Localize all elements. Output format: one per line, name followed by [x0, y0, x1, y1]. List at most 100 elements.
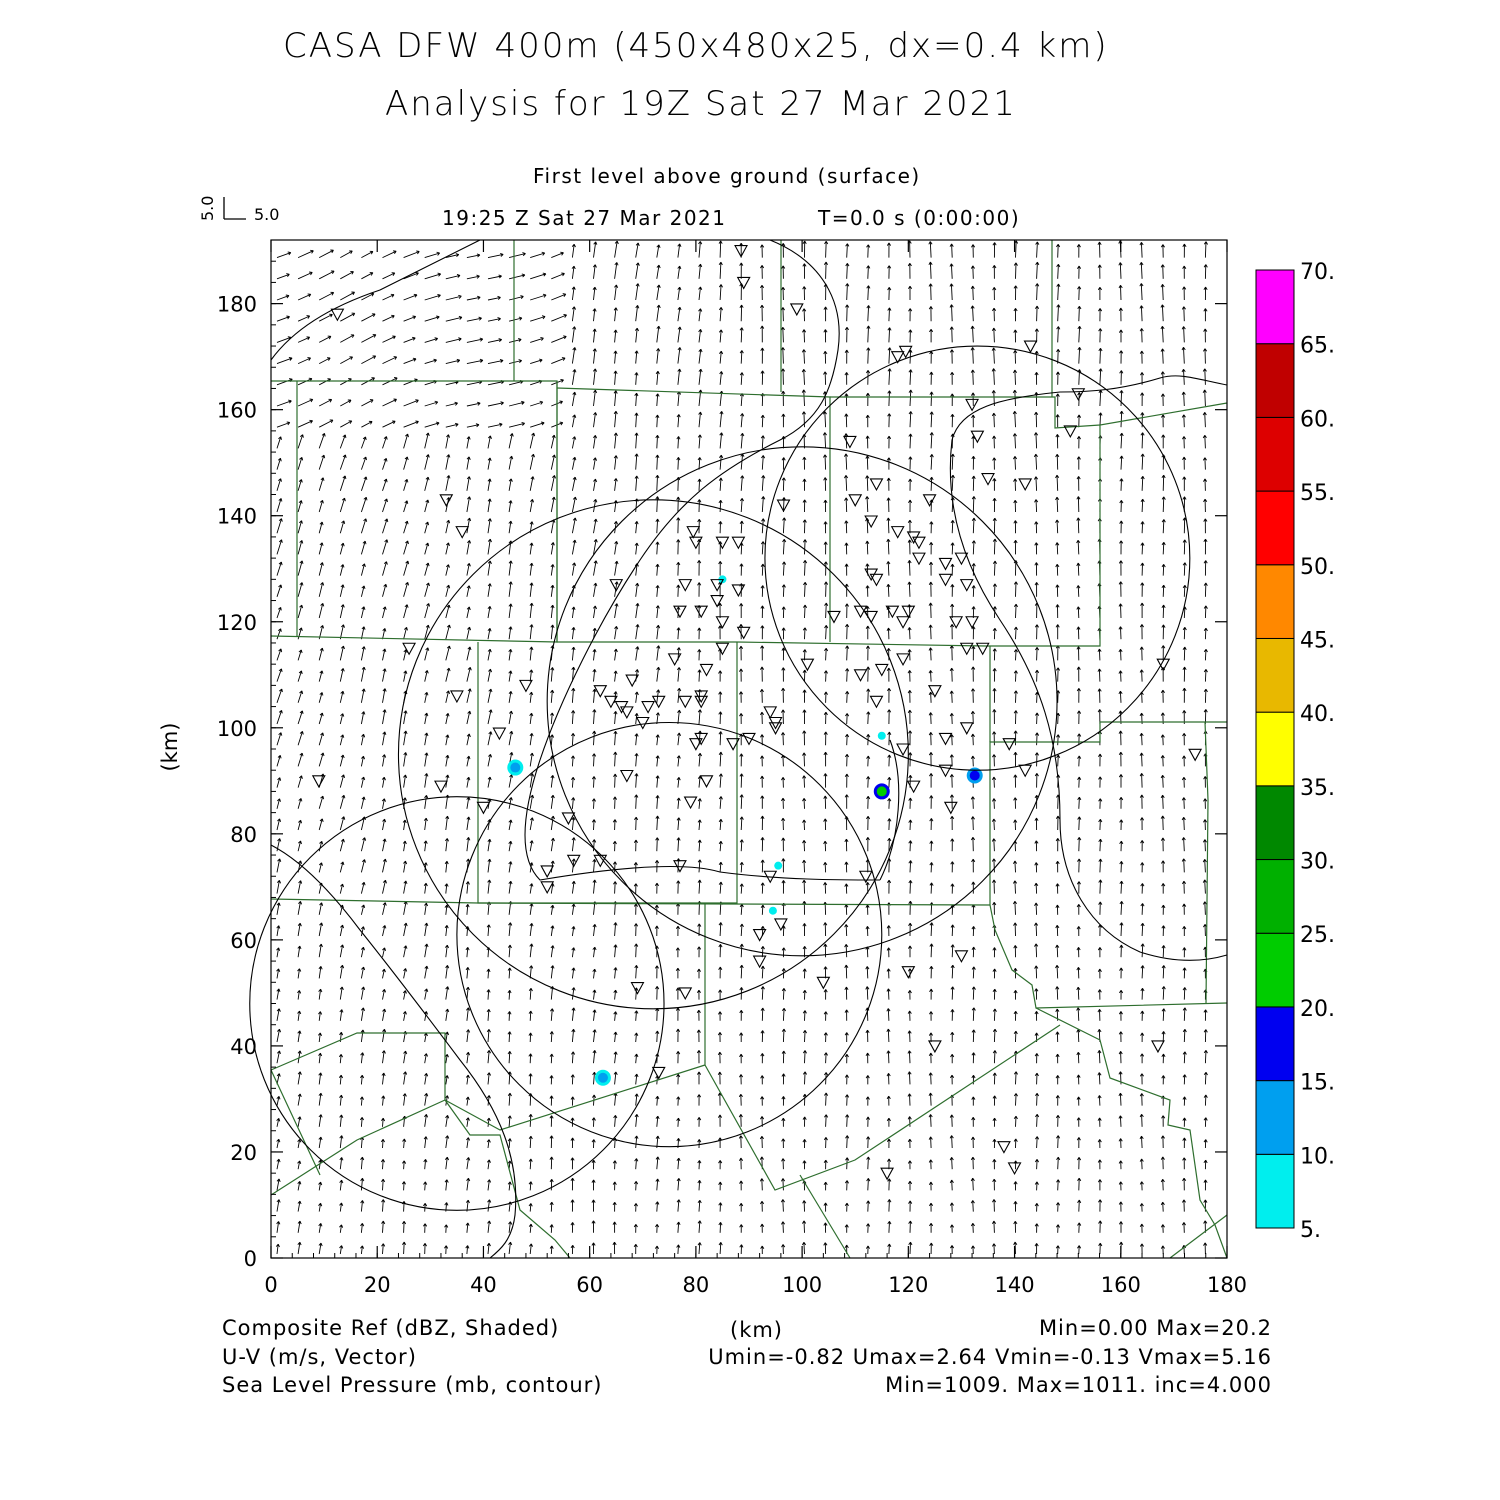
- station-marker: [1023, 340, 1038, 354]
- county-boundary: [556, 387, 831, 642]
- station-marker: [997, 1141, 1011, 1154]
- x-tick-label: 120: [888, 1273, 928, 1297]
- station-marker: [540, 881, 555, 895]
- station-marker: [800, 658, 815, 672]
- colorbar-swatch: [1255, 564, 1295, 639]
- colorbar-swatch: [1255, 932, 1295, 1008]
- colorbar-swatch: [1255, 490, 1295, 566]
- colorbar-label: 35.: [1300, 776, 1335, 801]
- station-marker: [492, 727, 507, 741]
- county-boundary: [989, 904, 1228, 1009]
- station-marker: [603, 695, 618, 709]
- station-marker: [609, 579, 624, 592]
- station-marker: [1071, 388, 1086, 401]
- station-marker: [619, 706, 634, 720]
- station-marker: [768, 722, 783, 735]
- station-marker: [901, 605, 916, 619]
- station-marker: [773, 918, 788, 932]
- station-marker: [927, 685, 942, 698]
- station-marker: [434, 780, 448, 794]
- chart-title-line2: Analysis for 19Z Sat 27 Mar 2021: [385, 84, 1017, 124]
- station-marker: [922, 494, 937, 507]
- isobar: [270, 239, 481, 361]
- station-marker: [853, 605, 868, 619]
- station-marker: [625, 674, 640, 688]
- station-marker: [1007, 1162, 1022, 1176]
- station-marker: [776, 499, 791, 513]
- colorbar-label: 65.: [1300, 334, 1335, 359]
- level-label: First level above ground (surface): [533, 164, 921, 188]
- colorbar-label: 5.: [1300, 1218, 1321, 1243]
- y-tick-label: 0: [244, 1247, 257, 1271]
- station-marker: [630, 982, 645, 995]
- station-marker: [635, 716, 650, 730]
- station-marker: [890, 351, 905, 364]
- range-ring: [546, 446, 1058, 957]
- x-tick-label: 140: [995, 1273, 1035, 1297]
- y-tick-label: 180: [217, 293, 257, 317]
- legend-pressure-range: Min=1009. Max=1011. inc=4.000: [885, 1373, 1272, 1397]
- range-ring: [397, 499, 909, 1010]
- station-marker: [901, 966, 916, 979]
- station-marker: [896, 743, 910, 757]
- station-marker: [699, 663, 714, 677]
- colorbar-swatch: [1255, 416, 1295, 492]
- station-marker: [726, 738, 740, 751]
- station-marker: [906, 780, 921, 794]
- x-tick-label: 0: [264, 1273, 277, 1297]
- county-boundary: [704, 903, 1061, 1191]
- wind-vectors-path: [275, 240, 1208, 1255]
- station-marker: [561, 812, 576, 826]
- colorbar-label: 70.: [1300, 260, 1335, 285]
- station-marker: [927, 1040, 942, 1054]
- station-marker: [678, 695, 693, 709]
- y-tick-label: 60: [230, 929, 257, 953]
- elapsed-label: T=0.0 s (0:00:00): [818, 206, 1021, 230]
- station-marker: [848, 494, 863, 507]
- station-marker: [715, 536, 730, 550]
- station-marker: [1063, 425, 1078, 439]
- colorbar-label: 55.: [1300, 481, 1335, 506]
- y-tick-label: 20: [230, 1141, 257, 1165]
- station-marker: [959, 579, 974, 592]
- station-marker: [885, 605, 900, 619]
- station-marker: [1188, 748, 1203, 762]
- station-marker: [938, 732, 953, 746]
- y-tick-label: 160: [217, 399, 257, 423]
- station-marker: [619, 769, 634, 783]
- colorbar-swatch: [1255, 785, 1295, 861]
- county-boundary: [1169, 1214, 1228, 1259]
- y-tick-label: 120: [217, 611, 257, 635]
- station-marker: [455, 526, 470, 539]
- x-tick-label: 100: [782, 1273, 822, 1297]
- station-marker: [439, 494, 454, 507]
- pressure-contours: [270, 239, 1228, 1259]
- colorbar-label: 15.: [1300, 1071, 1335, 1096]
- county-boundaries: [270, 240, 1228, 1259]
- station-marker: [975, 642, 990, 656]
- station-marker: [912, 536, 926, 550]
- station-marker: [402, 642, 417, 656]
- station-marker: [869, 573, 884, 587]
- station-marker: [853, 669, 868, 682]
- station-marker: [752, 929, 767, 942]
- range-ring: [764, 345, 1191, 771]
- x-tick-label: 180: [1207, 1273, 1247, 1297]
- colorbar-label: 25.: [1300, 923, 1335, 948]
- echo-core: [597, 1072, 608, 1083]
- station-marker: [710, 579, 725, 592]
- x-tick-label: 20: [364, 1273, 391, 1297]
- colorbar-swatch: [1255, 637, 1295, 713]
- colorbar-label: 40.: [1300, 702, 1335, 727]
- station-marker: [896, 616, 910, 629]
- station-marker: [938, 557, 953, 571]
- county-boundary: [270, 721, 1227, 906]
- station-marker: [869, 695, 884, 709]
- y-tick-label: 140: [217, 505, 257, 529]
- x-axis-label: (km): [730, 1318, 784, 1342]
- station-marker: [1018, 764, 1033, 778]
- station-marker: [686, 526, 701, 539]
- x-tick-label: 80: [683, 1273, 710, 1297]
- station-marker: [763, 870, 778, 884]
- colorbar-swatch: [1255, 711, 1295, 787]
